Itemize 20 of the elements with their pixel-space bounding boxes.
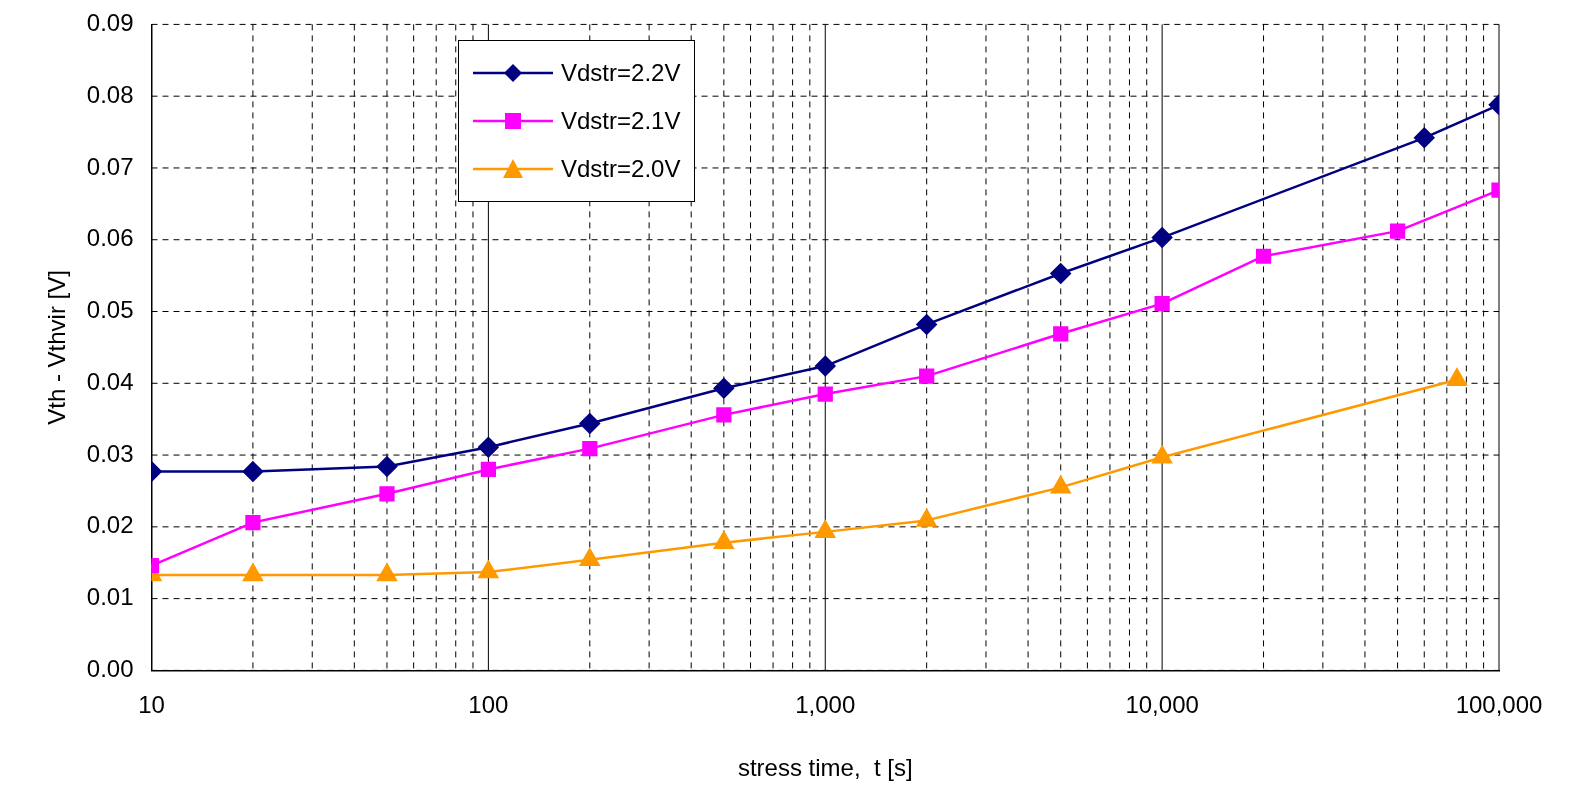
x-tick-label: 10,000	[1125, 691, 1199, 719]
y-tick-label: 0.08	[86, 80, 134, 108]
y-tick-label: 0.07	[86, 152, 134, 180]
x-tick-label: 1,000	[795, 691, 856, 719]
legend-label: Vdstr=2.0V	[561, 155, 681, 183]
legend-label: Vdstr=2.2V	[561, 59, 681, 87]
y-tick-label: 0.02	[86, 511, 134, 539]
y-tick-label: 0.03	[86, 439, 134, 467]
y-tick-label: 0.05	[86, 296, 134, 324]
x-tick-label: 100,000	[1455, 691, 1543, 719]
y-tick-label: 0.09	[86, 9, 134, 37]
y-tick-label: 0.04	[86, 367, 134, 395]
x-tick-label: 10	[138, 691, 165, 719]
y-tick-label: 0.00	[86, 655, 134, 683]
legend-label: Vdstr=2.1V	[561, 107, 681, 135]
x-tick-label: 100	[468, 691, 509, 719]
y-tick-label: 0.01	[86, 583, 134, 611]
y-tick-label: 0.06	[86, 224, 134, 252]
x-axis-title: stress time, t [s]	[737, 754, 913, 782]
y-axis-title: Vth - Vthvir [V]	[43, 270, 71, 425]
